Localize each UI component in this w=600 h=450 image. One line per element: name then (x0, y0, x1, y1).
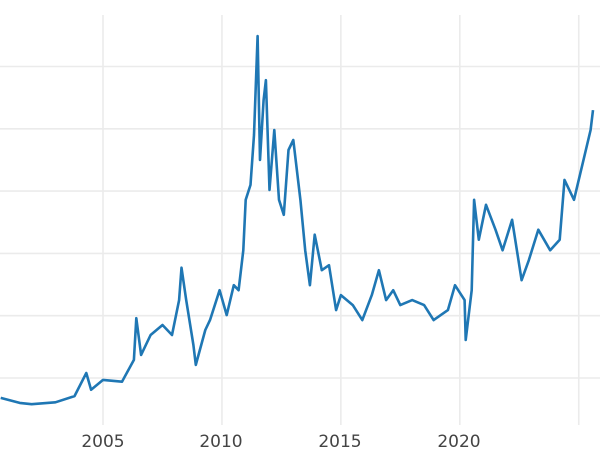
x-tick-label: 2010 (199, 432, 242, 450)
x-tick-label: 2020 (437, 432, 480, 450)
x-axis: 2005 2010 2015 2020 (81, 432, 480, 450)
x-tick-label: 2015 (318, 432, 361, 450)
x-tick-label: 2005 (81, 432, 124, 450)
series-line (0, 34, 595, 406)
grid (0, 15, 600, 425)
